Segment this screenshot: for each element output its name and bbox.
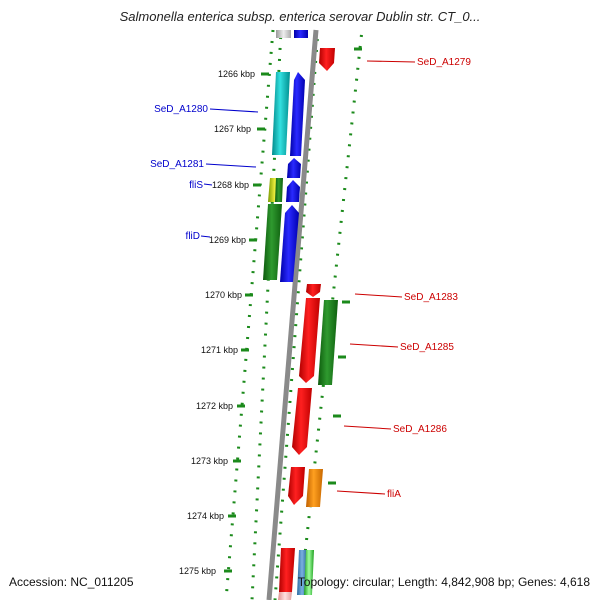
gene-label-sed-a1283: SeD_A1283 <box>404 292 458 303</box>
kbp-scale: 1266 kbp 1267 kbp 1268 kbp 1269 kbp 1270… <box>179 69 269 576</box>
gene-sed-a1286 <box>292 388 312 455</box>
left-leaders <box>200 108 259 238</box>
right-inner-dotted-line <box>273 29 320 600</box>
topology-text: Topology: circular; Length: 4,842,908 bp… <box>297 575 590 589</box>
gene-bottom-green <box>304 550 314 595</box>
gene-label-sed-a1281: SeD_A1281 <box>150 159 204 170</box>
right-leaders <box>336 60 416 495</box>
kbp-label: 1270 kbp <box>205 290 242 300</box>
right-ticks <box>328 47 362 485</box>
leader-sed-a1283 <box>354 293 403 298</box>
right-gene-labels: SeD_A1279 SeD_A1283 SeD_A1285 SeD_A1286 … <box>387 57 471 500</box>
gene-flis-green <box>275 178 283 202</box>
left-gene-labels: SeD_A1280 SeD_A1281 fliS fliD <box>150 104 208 242</box>
gene-blue-3 <box>280 205 299 282</box>
leader-sed-a1280 <box>209 108 259 113</box>
kbp-label: 1272 kbp <box>196 401 233 411</box>
gene-sed-a1279 <box>319 48 335 71</box>
gene-blue-1 <box>290 72 305 156</box>
gene-label-sed-a1285: SeD_A1285 <box>400 342 454 353</box>
map-title: Salmonella enterica subsp. enterica sero… <box>119 9 481 24</box>
kbp-label: 1273 kbp <box>191 456 228 466</box>
gene-label-flid: fliD <box>186 231 200 242</box>
gene-label-flis: fliS <box>189 180 203 191</box>
kbp-label: 1269 kbp <box>209 235 246 245</box>
gene-sed-a1281 <box>287 158 301 178</box>
kbp-label: 1274 kbp <box>187 511 224 521</box>
gene-blue-2 <box>286 180 300 202</box>
leader-flid <box>200 235 211 238</box>
gene-top-blue <box>294 30 308 38</box>
genes <box>263 30 338 600</box>
leader-sed-a1281 <box>205 163 257 168</box>
gene-bottom-red <box>279 548 295 592</box>
gene-top-grey <box>276 30 291 38</box>
leader-flis <box>203 183 213 186</box>
gene-flid <box>263 204 282 280</box>
gene-label-sed-a1286: SeD_A1286 <box>393 424 447 435</box>
gene-sed-a1285 <box>318 300 338 385</box>
genome-backbone <box>266 29 319 600</box>
leader-sed-a1279 <box>366 60 416 63</box>
gene-sed-a1280 <box>272 72 290 155</box>
gene-red-2 <box>288 467 305 505</box>
leader-sed-a1286 <box>343 425 392 430</box>
kbp-label: 1275 kbp <box>179 566 216 576</box>
gene-bottom-pink <box>278 592 292 600</box>
gene-sed-a1283 <box>306 284 321 297</box>
accession-text: Accession: NC_011205 <box>9 575 134 589</box>
gene-label-sed-a1280: SeD_A1280 <box>154 104 208 115</box>
gene-label-sed-a1279: SeD_A1279 <box>417 57 471 68</box>
gene-flia <box>306 469 323 507</box>
kbp-label: 1266 kbp <box>218 69 255 79</box>
leader-sed-a1285 <box>349 343 399 348</box>
kbp-label: 1268 kbp <box>212 180 249 190</box>
kbp-label: 1271 kbp <box>201 345 238 355</box>
gene-red-1 <box>299 298 320 383</box>
leader-flia <box>336 490 386 495</box>
gene-label-flia: fliA <box>387 489 401 500</box>
kbp-label: 1267 kbp <box>214 124 251 134</box>
